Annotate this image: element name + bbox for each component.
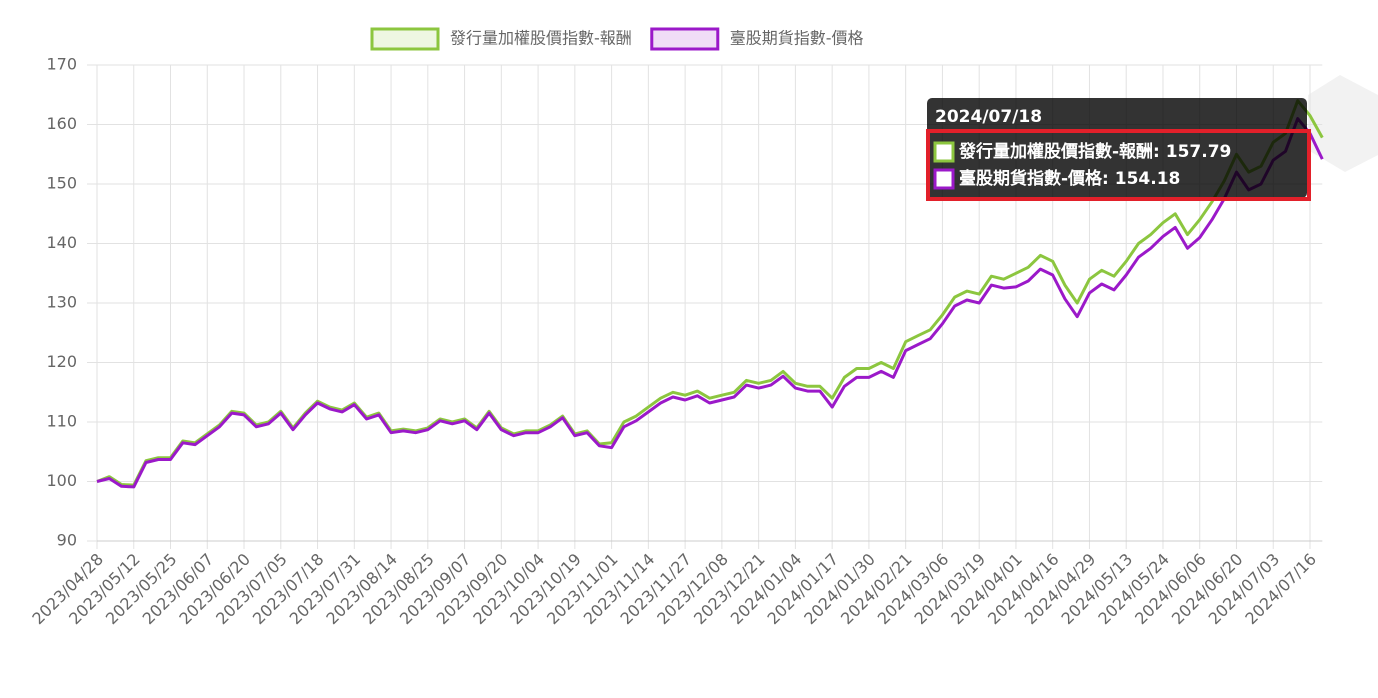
tooltip-background (927, 98, 1307, 198)
legend-swatch (370, 27, 440, 51)
y-tick-label: 160 (46, 114, 77, 133)
y-tick-label: 130 (46, 293, 77, 312)
plot-area: 901001101201301401501601702023/04/282023… (28, 55, 1324, 628)
tooltip-title: 2024/07/18 (935, 107, 1042, 127)
highlight-box (926, 129, 1311, 201)
tooltip-swatch (933, 141, 955, 163)
legend-label: 臺股期貨指數-價格 (730, 29, 864, 48)
y-tick-label: 100 (46, 471, 77, 490)
legend-label: 發行量加權股價指數-報酬 (450, 29, 632, 48)
legend: 發行量加權股價指數-報酬 臺股期貨指數-價格 (370, 27, 864, 51)
decor-hexagon (1308, 75, 1378, 172)
y-tick-label: 170 (46, 55, 77, 74)
legend-swatch (650, 27, 720, 51)
tooltip-line: 發行量加權股價指數-報酬: 157.79 (958, 141, 1231, 162)
series-line (96, 117, 1324, 489)
tooltip-swatch (933, 168, 955, 190)
tooltip: 2024/07/18 發行量加權股價指數-報酬: 157.79 臺股期貨指數-價格… (926, 98, 1311, 201)
y-tick-label: 120 (46, 352, 77, 371)
y-tick-label: 110 (46, 412, 77, 431)
y-tick-label: 140 (46, 233, 77, 252)
tooltip-line: 臺股期貨指數-價格: 154.18 (959, 168, 1180, 189)
y-tick-label: 150 (46, 174, 77, 193)
y-tick-label: 90 (57, 531, 77, 550)
